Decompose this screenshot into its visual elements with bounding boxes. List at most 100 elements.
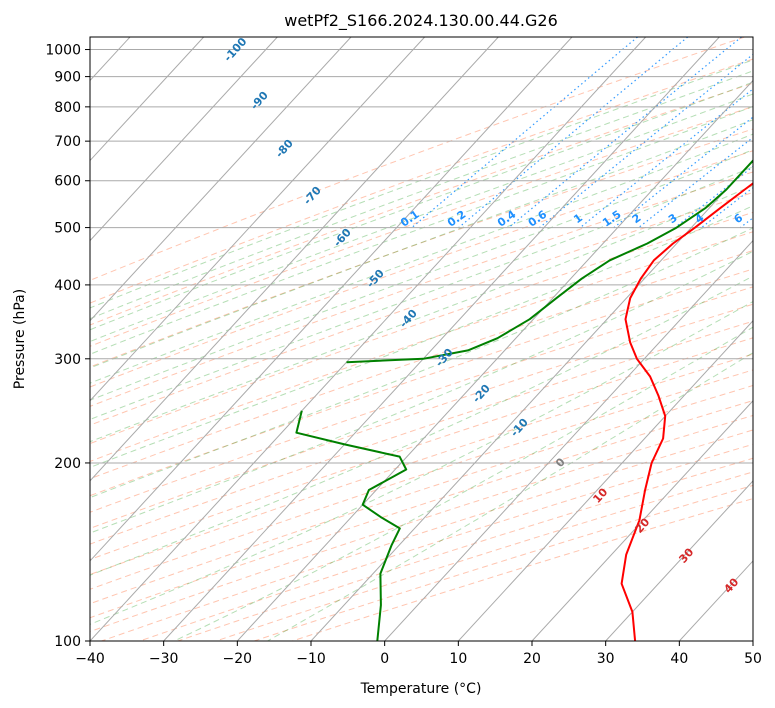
dry-adiabat-line: [90, 268, 753, 497]
moist-adiabat-line: [90, 59, 753, 309]
dry-adiabat-line: [90, 191, 753, 426]
dry-adiabat-line: [292, 498, 753, 641]
y-tick-label: 600: [54, 174, 81, 190]
mixing-ratio-label: 1: [571, 211, 585, 226]
mixing-ratio-label: 6: [731, 211, 745, 226]
isotherm-line: [457, 319, 753, 641]
mixing-ratio-label: 1.5: [600, 208, 623, 230]
mixing-ratio-label: 0.6: [526, 208, 550, 230]
dry-adiabat-line: [101, 429, 753, 641]
isotherm-line: [90, 37, 205, 162]
moist-adiabat-line: [90, 166, 753, 421]
dry-adiabat-line: [90, 58, 753, 304]
dry-adiabat-lines: [90, 37, 753, 641]
dry-adiabat-line: [90, 384, 753, 605]
mixing-ratio-label: 3: [666, 211, 680, 226]
dewpoint_upper-trace: [295, 410, 408, 641]
y-tick-label: 900: [54, 70, 81, 86]
moist-adiabat-line: [90, 275, 753, 576]
dry-adiabat-line: [90, 171, 753, 407]
x-tick-label: 0: [380, 651, 389, 667]
moist-adiabat-line: [267, 352, 753, 641]
dry-adiabat-line: [90, 303, 753, 529]
y-tick-label: 200: [54, 456, 81, 472]
moist-adiabat-line: [173, 326, 753, 641]
mixing-ratio-line: [411, 37, 638, 229]
dry-adiabat-label: -40: [397, 307, 420, 331]
x-tick-label: −10: [296, 651, 326, 667]
dry-adiabat-line: [139, 443, 753, 641]
mixing-ratio-line: [674, 165, 753, 229]
x-tick-label: −20: [223, 651, 253, 667]
moist-adiabat-label: 10: [590, 485, 610, 505]
plot-frame: [89, 36, 754, 642]
y-tick-label: 800: [54, 100, 81, 116]
mixing-ratio-line: [458, 37, 689, 229]
isotherm-line: [90, 37, 573, 562]
mixing-ratio-line: [613, 116, 753, 229]
isotherm-line: [90, 37, 352, 322]
isotherm-line: [605, 480, 753, 641]
dry-adiabat-line: [90, 211, 753, 445]
y-tick-label: 300: [54, 352, 81, 368]
isotherm-line: [752, 640, 753, 641]
dry-adiabat-line: [90, 128, 753, 368]
moist-adiabat-line: [90, 70, 753, 320]
dry-adiabat-label: -90: [248, 89, 271, 113]
y-tick-label: 100: [54, 634, 81, 650]
plot-area: -100-90-80-70-60-50-40-30-20-100.1 0.2 0.4…: [0, 35, 775, 642]
mixing-ratio-line: [769, 37, 775, 228]
isotherm-line: [0, 37, 56, 641]
dry-adiabat-label: -60: [331, 226, 354, 250]
moist-adiabat-line: [90, 227, 753, 499]
dry-adiabat-line: [90, 150, 753, 388]
isotherm-line: [236, 79, 753, 641]
dry-adiabat-label: -80: [273, 137, 296, 161]
y-tick-label: 500: [54, 221, 81, 237]
dewpoint-trace: [346, 159, 753, 364]
overlay-labels: -100-90-80-70-60-50-40-30-20-100.1 0.2 0.4…: [221, 35, 745, 596]
dry-adiabat-line: [90, 337, 753, 561]
x-axis: −40 −30 −20 −10 0 10 20 30 40 50: [75, 641, 762, 667]
dry-adiabat-line: [90, 353, 753, 576]
isotherm-line: [90, 37, 647, 641]
mixing-ratio-label: 0.1: [398, 208, 421, 230]
isotherm-line: [384, 239, 753, 641]
dry-adiabat-label: -10: [508, 416, 531, 440]
dry-adiabat-label: -70: [301, 184, 324, 208]
x-tick-label: −30: [149, 651, 179, 667]
moist-adiabat-label: 0: [553, 455, 568, 470]
x-tick-label: 40: [670, 651, 688, 667]
mixing-ratio-line: [739, 217, 753, 229]
dry-adiabat-line: [90, 414, 753, 633]
isotherm-line: [163, 37, 720, 641]
y-axis-label: Pressure (hPa): [12, 289, 28, 389]
moist-adiabat-lines: [90, 59, 753, 641]
y-axis: 100 200 300 400 500 600 700 800 900 1000: [45, 43, 90, 650]
isotherm-line: [678, 560, 753, 641]
y-tick-label: 1000: [45, 43, 81, 59]
x-tick-label: 20: [523, 651, 541, 667]
x-tick-label: 10: [449, 651, 467, 667]
mixing-ratio-label: 2: [630, 211, 644, 226]
mixing-ratio-line: [638, 136, 753, 229]
isotherm-line: [90, 37, 426, 402]
mixing-ratio-line: [539, 53, 753, 229]
moist-adiabat-line: [90, 149, 753, 401]
chart-title: wetPf2_S166.2024.130.00.44.G26: [284, 11, 558, 31]
x-tick-label: 30: [597, 651, 615, 667]
dry-adiabat-line: [90, 37, 745, 281]
isotherm-line: [531, 400, 753, 641]
moist-adiabat-line: [90, 205, 753, 468]
dry-adiabat-label: -50: [364, 267, 387, 291]
isotherm-line: [310, 159, 753, 641]
y-tick-label: 700: [54, 134, 81, 150]
moist-adiabat-line: [90, 300, 753, 625]
moist-adiabat-label: 30: [676, 545, 696, 565]
isotherm-line: [90, 37, 278, 242]
x-tick-label: 50: [744, 651, 762, 667]
mixing-ratio-line: [508, 37, 742, 229]
temperature-trace: [620, 182, 753, 641]
x-axis-label: Temperature (°C): [360, 681, 482, 697]
